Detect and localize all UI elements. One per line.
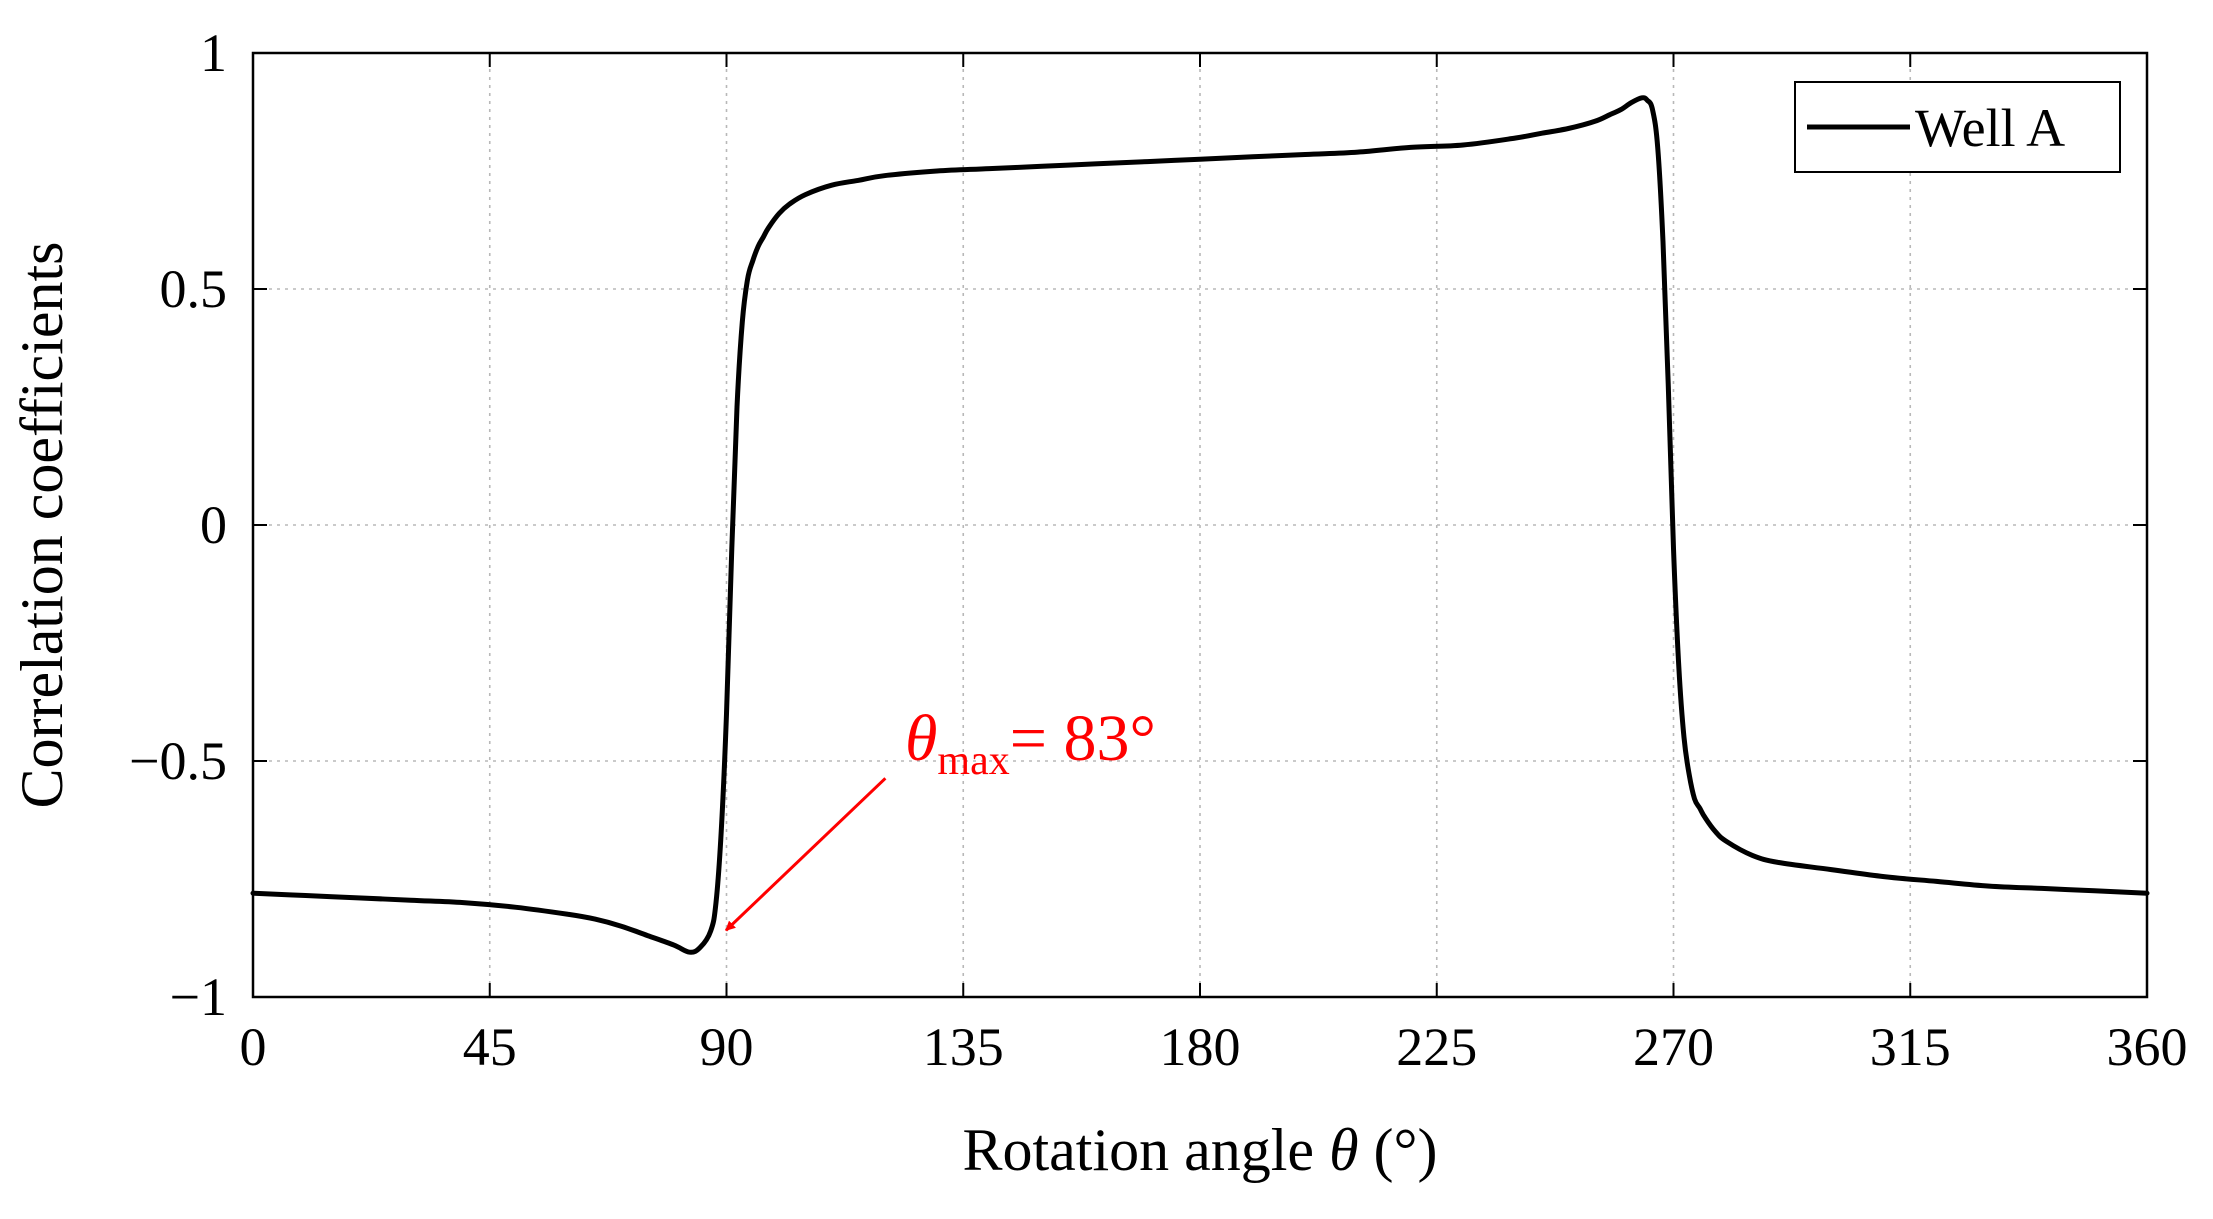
annotation-value: = 83°: [1010, 702, 1156, 775]
x-tick-label: 135: [923, 1017, 1004, 1077]
grid-lines: [253, 53, 2147, 997]
x-tick-label: 360: [2107, 1017, 2188, 1077]
y-tick-label: 0: [200, 495, 227, 555]
legend-label-well-a: Well A: [1915, 98, 2065, 158]
x-tick-label: 0: [240, 1017, 267, 1077]
annotation-theta-symbol: θ: [905, 702, 937, 775]
y-axis-title: Correlation coefficients: [9, 241, 75, 808]
x-axis-title-prefix: Rotation angle: [962, 1117, 1329, 1183]
y-tick-labels: −1 −0.5 0 0.5 1: [129, 23, 227, 1027]
x-tick-label: 225: [1396, 1017, 1477, 1077]
y-tick-label: −1: [170, 967, 227, 1027]
legend: Well A: [1794, 81, 2121, 173]
series-line-well-a: [250, 95, 2150, 955]
x-tick-label: 270: [1633, 1017, 1714, 1077]
annotation-arrow: [724, 777, 887, 932]
x-tick-label: 315: [1870, 1017, 1951, 1077]
x-tick-label: 45: [463, 1017, 517, 1077]
x-tick-labels: 0 45 90 135 180 225 270 315 360: [240, 1017, 2188, 1077]
y-tick-label: −0.5: [129, 731, 227, 791]
x-tick-label: 180: [1160, 1017, 1241, 1077]
x-axis-title-suffix: (°): [1359, 1117, 1438, 1183]
series-layer: [250, 95, 2150, 955]
annotation-subscript: max: [937, 738, 1009, 784]
x-tick-label: 90: [700, 1017, 754, 1077]
x-axis-title: Rotation angle θ (°): [962, 1117, 1437, 1183]
tick-marks: [252, 52, 2148, 998]
x-axis-title-symbol: θ: [1329, 1117, 1358, 1183]
theta-max-annotation: θmax= 83°: [724, 702, 1156, 932]
y-tick-label: 0.5: [160, 259, 228, 319]
annotation-label: θmax= 83°: [905, 702, 1156, 784]
y-tick-label: 1: [200, 23, 227, 83]
